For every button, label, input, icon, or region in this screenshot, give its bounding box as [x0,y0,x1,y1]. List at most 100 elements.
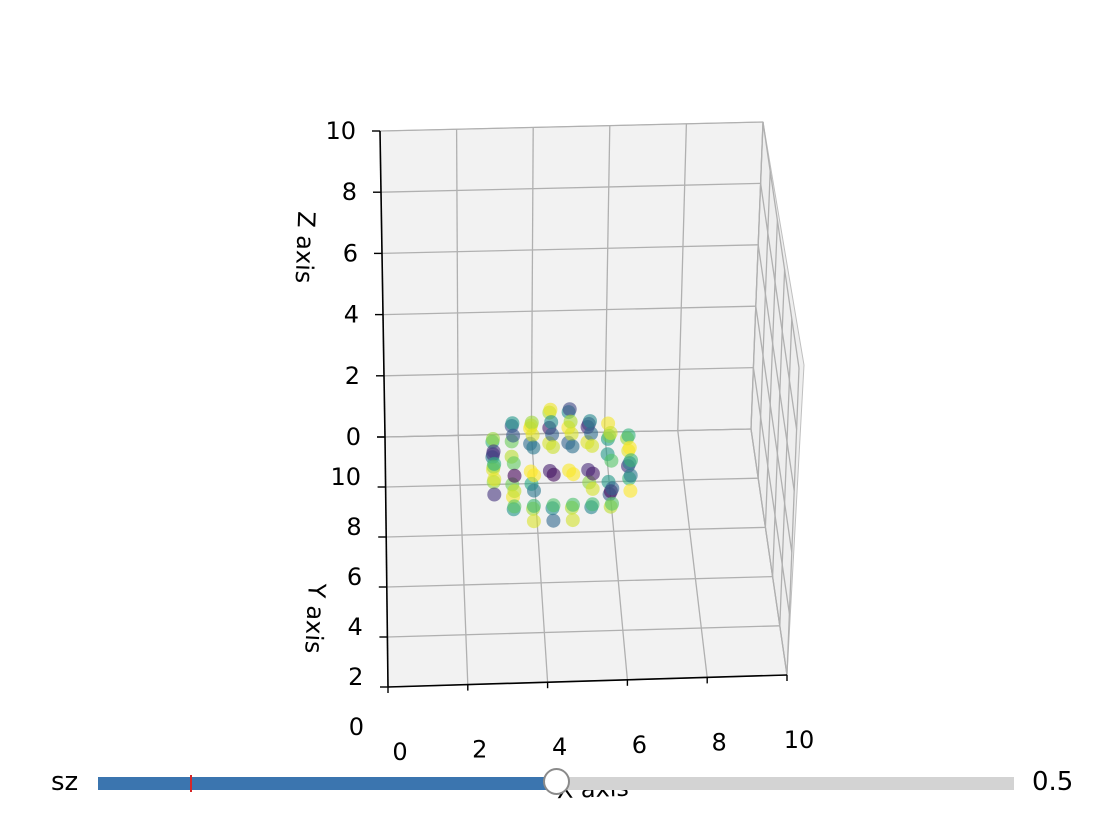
data-point [604,453,619,468]
data-point [565,439,580,454]
y-tick-label: 2 [348,663,363,691]
grid-line [771,269,786,577]
data-point [486,444,501,459]
slider-handle[interactable] [543,768,570,795]
data-point [544,415,559,430]
y-tick-label: 6 [347,563,362,591]
data-point [526,440,541,455]
x-tick-label: 0 [392,738,407,766]
z-axis-line [379,130,386,438]
grid-line [387,625,780,638]
data-point [506,456,521,471]
z-tick-label: 8 [342,178,357,206]
grid-line [386,526,766,538]
grid-line [381,244,759,255]
slider-value: 0.5 [1032,767,1074,797]
data-point [565,513,580,528]
data-point [623,468,638,483]
data-point [527,468,542,483]
data-point [546,498,561,513]
grid-line [379,121,764,132]
grid-line [383,366,754,377]
data-point [505,416,520,431]
z-tick-label: 4 [344,301,359,329]
slider-initial-marker [189,775,192,792]
grid-line [382,305,756,316]
y-axis-title: Y axis [299,582,331,655]
grid-line [759,183,798,430]
grid-line [786,367,800,676]
data-point [545,427,560,442]
x-axis-line [387,674,788,688]
data-point [566,497,580,512]
grid-line [757,244,795,491]
y-tick-label: 10 [330,463,361,491]
y-tick-label: 8 [346,513,361,541]
axis-lines [379,130,788,688]
z-tick-label: 0 [346,423,361,451]
grid-line [455,129,459,436]
data-point [585,497,600,512]
z-tick-label: 10 [325,117,356,145]
data-points [485,402,638,529]
x-tick-label: 4 [552,733,567,761]
grid-line [457,435,469,685]
z-tick-label: 6 [343,239,358,267]
data-point [546,467,561,482]
slider-track[interactable] [98,768,1014,795]
data-point [563,414,578,429]
data-point [543,402,558,417]
data-point [486,432,500,446]
data-point [622,440,637,455]
grid-line [750,428,788,676]
grid-line [380,182,761,193]
grid-line [779,318,793,626]
data-point [546,513,561,528]
x-tick-label: 6 [632,731,647,759]
data-point [564,427,579,441]
data-point [621,428,636,443]
data-point [566,467,581,482]
data-point [506,428,521,443]
data-point [507,499,522,514]
data-point [585,481,600,496]
axes-panes [379,121,805,688]
slider-label: sz [51,767,79,797]
data-point [507,484,522,499]
data-point [525,428,540,443]
grid-line [530,127,534,434]
data-point [487,456,502,471]
tick-marks [372,130,788,693]
data-point [585,438,600,453]
data-point [527,483,541,498]
grid-line [750,121,764,430]
tick-labels: 0 2 4 6 8 10 0 2 4 6 8 10 0 2 4 6 8 10 [325,117,814,766]
grid-line [386,575,773,588]
grid-line [757,171,771,479]
data-point [624,453,638,468]
grid-line [385,477,759,488]
x-tick-label: 8 [712,728,727,756]
z-axis-title: Z axis [290,211,321,284]
x-tick-label: 10 [784,726,815,754]
data-point [605,481,620,496]
data-point [487,487,502,502]
grid-line [603,125,611,433]
data-point [526,498,541,513]
grid-line [603,432,629,680]
y-tick-label: 4 [348,613,363,641]
data-point [584,426,599,441]
grid-line [677,123,688,431]
grid-line [677,430,708,678]
data-point [605,496,619,511]
data-point [524,415,539,430]
data-point [585,466,600,481]
grid-line [764,220,779,528]
back-pane [379,121,764,438]
data-point [562,402,577,417]
z-tick-label: 2 [345,362,360,390]
data-point [546,440,560,454]
y-tick-label: 0 [349,713,364,741]
data-point [487,472,502,487]
